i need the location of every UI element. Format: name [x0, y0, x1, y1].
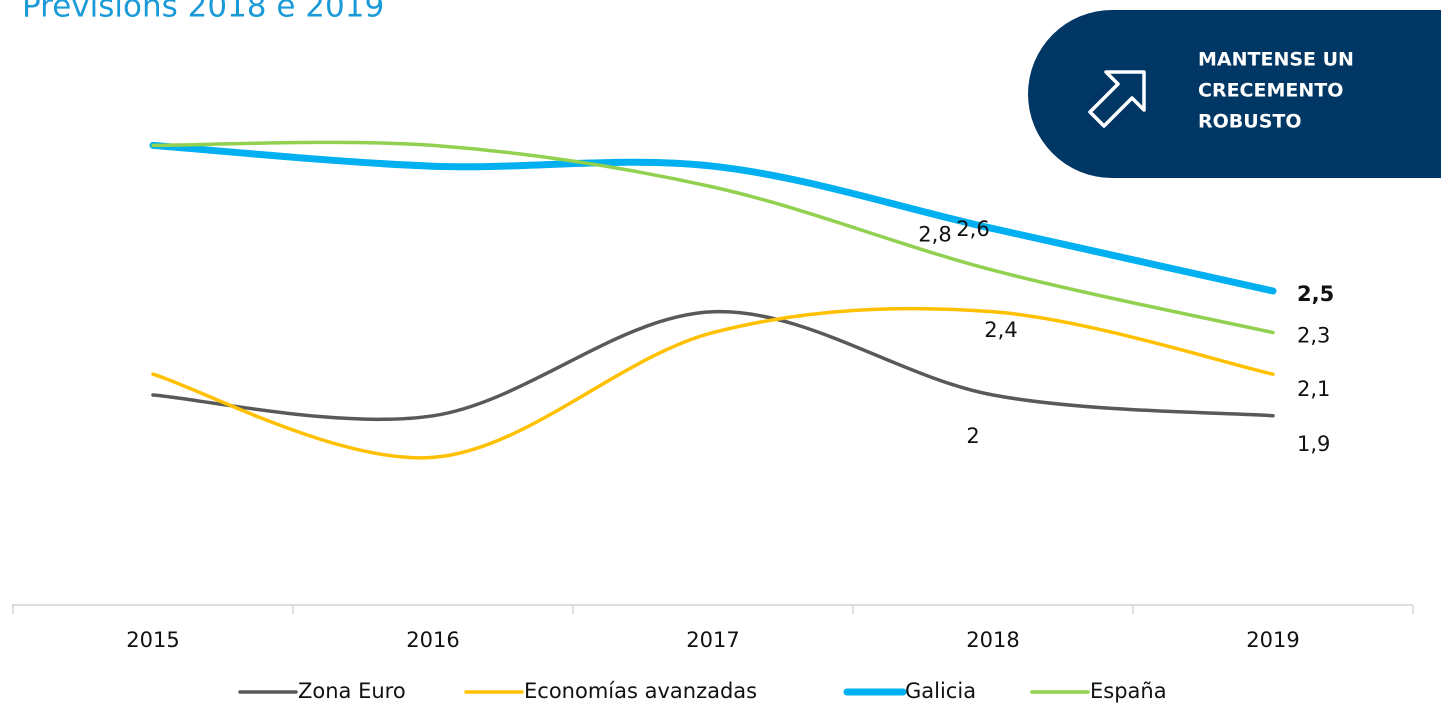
- data-label: 2: [966, 424, 979, 448]
- series-line: [151, 310, 1275, 422]
- badge-text: ROBUSTO: [1198, 111, 1302, 133]
- data-label: 2,1: [1297, 377, 1330, 401]
- legend-label: Zona Euro: [298, 679, 406, 703]
- x-tick-label: 2017: [686, 628, 739, 652]
- data-label: 2,6: [956, 217, 989, 241]
- x-tick-label: 2018: [966, 628, 1019, 652]
- series-line: [151, 306, 1275, 460]
- x-tick-label: 2016: [406, 628, 459, 652]
- badge-icon: [1088, 70, 1146, 128]
- legend-label: Economías avanzadas: [524, 679, 757, 703]
- data-label: 2,8: [918, 223, 951, 247]
- data-label: 2,5: [1297, 282, 1334, 306]
- badge-text: CRECEMENTO: [1198, 80, 1343, 102]
- legend-label: España: [1090, 679, 1167, 703]
- series-line: [149, 141, 1277, 295]
- badge-text: MANTENSE UN: [1198, 49, 1354, 71]
- badge: [1028, 10, 1441, 178]
- data-label: 2,4: [984, 318, 1017, 342]
- series-line: [151, 140, 1275, 335]
- x-tick-label: 2015: [126, 628, 179, 652]
- data-label: 2,3: [1297, 324, 1330, 348]
- legend-label: Galicia: [905, 679, 976, 703]
- chart-title: Previsións 2018 e 2019: [22, 0, 384, 25]
- data-label: 1,9: [1297, 432, 1330, 456]
- x-tick-label: 2019: [1246, 628, 1299, 652]
